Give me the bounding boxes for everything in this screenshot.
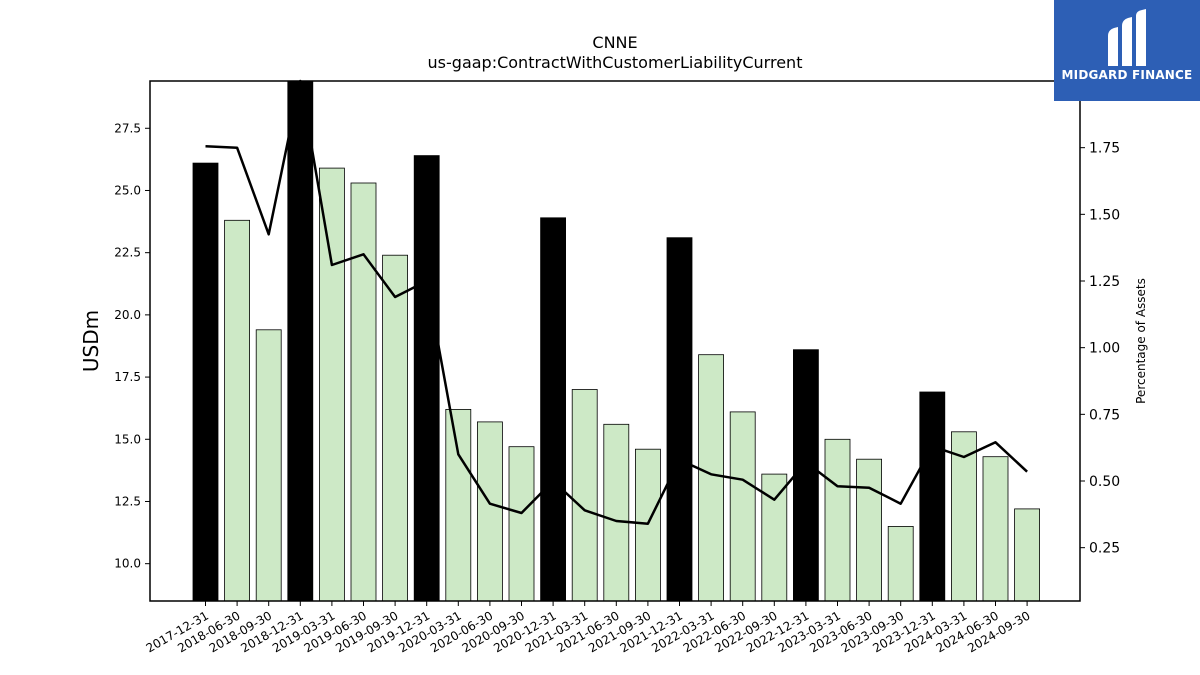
y2-tick-label: 1.00 [1089, 341, 1120, 357]
bar-2021-06-30 [603, 423, 630, 602]
y-tick-label: 20.0 [114, 308, 141, 322]
bar-2017-12-31 [192, 162, 219, 602]
bar-2024-06-30 [982, 456, 1009, 602]
bar-2018-06-30 [224, 219, 251, 602]
y2-tick-label: 0.50 [1089, 474, 1120, 490]
midgard-logo-icon [1108, 9, 1146, 66]
bar-2023-09-30 [887, 526, 914, 602]
y2-tick-label: 1.25 [1089, 274, 1120, 290]
y2-tick-label: 0.25 [1089, 541, 1120, 557]
bar-2024-09-30 [1014, 508, 1040, 602]
bar-2021-12-31 [666, 237, 693, 602]
bar-2019-09-30 [382, 254, 409, 602]
left-axis: 10.0 12.5 15.0 17.5 20.0 22.5 25.0 27.5 [114, 121, 150, 571]
bar-2022-06-30 [729, 411, 756, 602]
bar-2020-09-30 [508, 446, 535, 602]
y2-axis-label: Percentage of Assets [1134, 278, 1148, 404]
bar-2021-09-30 [635, 448, 661, 602]
y2-tick-label: 1.50 [1089, 207, 1120, 223]
bar-2019-06-30 [350, 182, 377, 602]
brand-logo: MIDGARD FINANCE [1054, 0, 1200, 101]
bar-2020-12-31 [540, 217, 566, 602]
bar-2022-12-31 [793, 349, 819, 602]
bar-2022-03-31 [698, 354, 724, 602]
y-axis-label: USDm [79, 310, 103, 372]
y2-tick-label: 0.75 [1089, 407, 1120, 423]
bar-2019-03-31 [318, 167, 345, 602]
bar-2024-03-31 [951, 431, 977, 602]
y-tick-label: 25.0 [114, 183, 141, 197]
right-axis: 0.25 0.50 0.75 1.00 1.25 1.50 1.75 [1080, 141, 1120, 557]
bar-2023-06-30 [856, 458, 882, 602]
y2-tick-label: 1.75 [1089, 141, 1120, 157]
bar-2018-12-31 [287, 80, 314, 602]
bar-2021-03-31 [571, 389, 598, 602]
line-group [205, 79, 1028, 525]
bar-2018-09-30 [255, 329, 282, 602]
y-tick-label: 22.5 [114, 246, 141, 260]
bar-2020-03-31 [445, 408, 472, 602]
brand-name: MIDGARD FINANCE [1061, 68, 1193, 82]
bar-2019-12-31 [413, 155, 440, 602]
plot-frame [149, 80, 1081, 602]
pct-assets-line [205, 79, 1028, 525]
chart-subtitle: us-gaap:ContractWithCustomerLiabilityCur… [428, 53, 803, 72]
y-tick-label: 10.0 [114, 557, 141, 571]
y-tick-label: 27.5 [114, 121, 141, 135]
y-tick-label: 15.0 [114, 432, 141, 446]
bar-2023-12-31 [919, 391, 946, 602]
y-tick-label: 12.5 [114, 494, 141, 508]
bars-group [192, 80, 1040, 602]
x-axis: 2017-12-312018-06-302018-09-302018-12-31… [144, 601, 1033, 655]
chart-title: CNNE [592, 33, 637, 52]
bar-2020-06-30 [476, 421, 503, 602]
y-tick-label: 17.5 [114, 370, 141, 384]
bar-2023-03-31 [824, 438, 851, 602]
